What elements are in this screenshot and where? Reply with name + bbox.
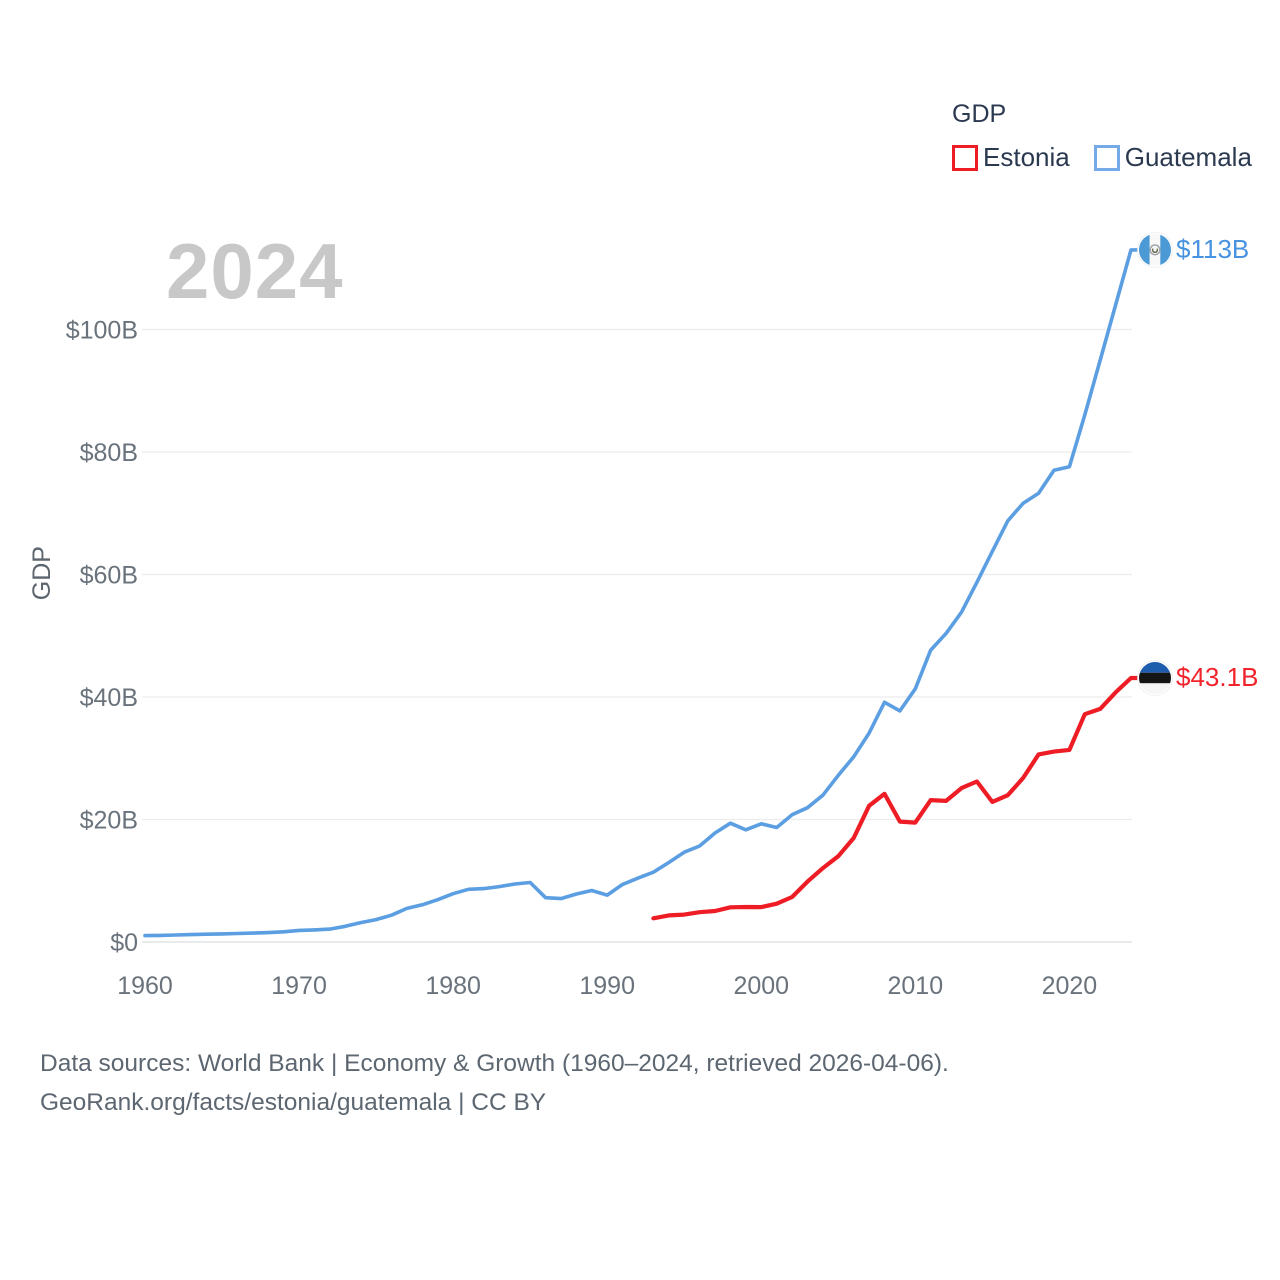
legend-item-guatemala[interactable]: Guatemala <box>1093 142 1252 173</box>
estonia-line <box>651 675 1144 921</box>
x-tick-label: 1960 <box>117 972 173 1000</box>
legend-title: GDP <box>952 100 1007 128</box>
data-sources-line: Data sources: World Bank | Economy & Gro… <box>40 1050 949 1077</box>
x-tick-label: 1980 <box>425 972 481 1000</box>
gridlines: $0 $20B $40B $60B $80B $100B 1960 1970 1980 1990 2… <box>66 317 1132 1000</box>
y-tick-label: $40B <box>80 684 138 712</box>
guatemala-line <box>143 248 1143 938</box>
guatemala-swatch-icon <box>1093 144 1120 171</box>
estonia-flag-icon <box>1137 660 1173 696</box>
guatemala-end-label: $113B <box>1176 233 1250 264</box>
y-tick-label: $80B <box>80 439 138 467</box>
legend-label-estonia: Estonia <box>983 142 1070 172</box>
estonia-swatch-icon <box>952 144 978 171</box>
attribution-line: GeoRank.org/facts/estonia/guatemala | CC… <box>40 1089 547 1116</box>
x-tick-label: 2010 <box>888 972 944 1000</box>
y-tick-label: $100B <box>66 317 138 345</box>
x-tick-label: 1970 <box>271 972 327 1000</box>
legend-items: Estonia Guatemala <box>952 142 1252 173</box>
legend: GDP Estonia Guatemala <box>952 100 1252 173</box>
guatemala-flag-icon <box>1137 231 1173 268</box>
x-tick-label: 1990 <box>579 972 635 1000</box>
y-tick-label: $0 <box>110 929 138 957</box>
y-tick-label: $20B <box>80 807 138 835</box>
x-tick-label: 2000 <box>733 972 789 1000</box>
estonia-end-label: $43.1B <box>1176 662 1259 692</box>
legend-label-guatemala: Guatemala <box>1124 142 1252 172</box>
footer: Data sources: World Bank | Economy & Gro… <box>40 1044 949 1122</box>
legend-item-estonia[interactable]: Estonia <box>952 142 1070 173</box>
plot-area: $0 $20B $40B $60B $80B $100B 1960 1970 1980 1990 2… <box>66 231 1173 1000</box>
x-tick-label: 2020 <box>1042 972 1098 1000</box>
year-watermark: 2024 <box>166 227 344 315</box>
y-tick-label: $60B <box>80 562 138 590</box>
